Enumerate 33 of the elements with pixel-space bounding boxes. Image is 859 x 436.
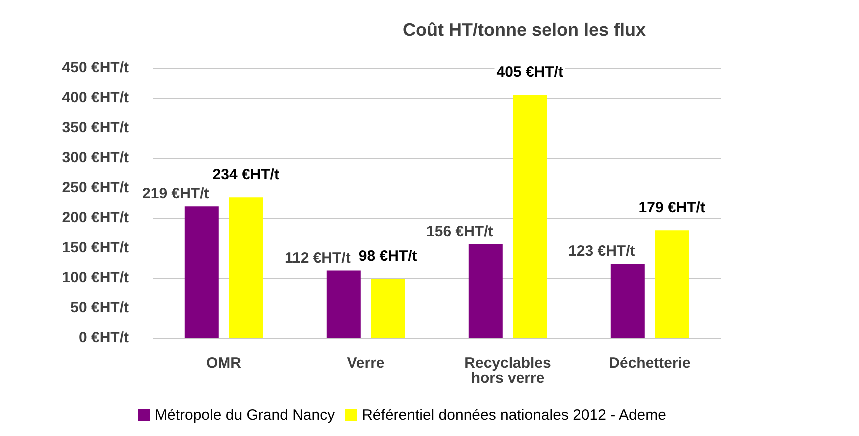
y-tick-label: 350 €HT/t (62, 120, 129, 136)
y-tick-label: 0 €HT/t (78, 330, 129, 346)
x-tick-label: Déchetterie (609, 355, 691, 372)
bar (513, 95, 548, 338)
data-label: 112 €HT/t (284, 250, 351, 267)
x-tick-label: Verre (347, 355, 385, 372)
data-label: 219 €HT/t (142, 186, 210, 203)
data-label: 179 €HT/t (638, 200, 706, 217)
y-tick-label: 200 €HT/t (62, 210, 129, 226)
bar (371, 279, 406, 338)
data-label: 123 €HT/t (568, 243, 636, 260)
data-label: 405 €HT/t (496, 64, 564, 81)
y-tick-label: 250 €HT/t (62, 180, 129, 196)
bar (326, 270, 361, 338)
x-tick-label: Recyclables hors verre (464, 355, 552, 387)
data-label: 98 €HT/t (358, 248, 418, 266)
bar (468, 244, 503, 338)
bar (184, 206, 219, 338)
y-tick-label: 150 €HT/t (62, 240, 129, 256)
y-tick-label: 50 €HT/t (70, 300, 129, 316)
y-tick-label: 400 €HT/t (62, 90, 129, 106)
legend-label: Métropole du Grand Nancy (155, 407, 336, 424)
legend-label: Référentiel données nationales 2012 - Ademe (362, 407, 666, 424)
y-tick-label: 450 €HT/t (62, 60, 129, 76)
chart-title: Coût HT/tonne selon les flux (403, 20, 646, 40)
data-label: 234 €HT/t (212, 166, 280, 184)
bar (655, 230, 690, 338)
y-tick-label: 300 €HT/t (62, 150, 129, 166)
bar (610, 264, 645, 338)
y-tick-label: 100 €HT/t (62, 270, 129, 286)
x-tick-label: OMR (206, 355, 242, 372)
data-label: 156 €HT/t (426, 223, 494, 240)
bar (229, 198, 264, 338)
